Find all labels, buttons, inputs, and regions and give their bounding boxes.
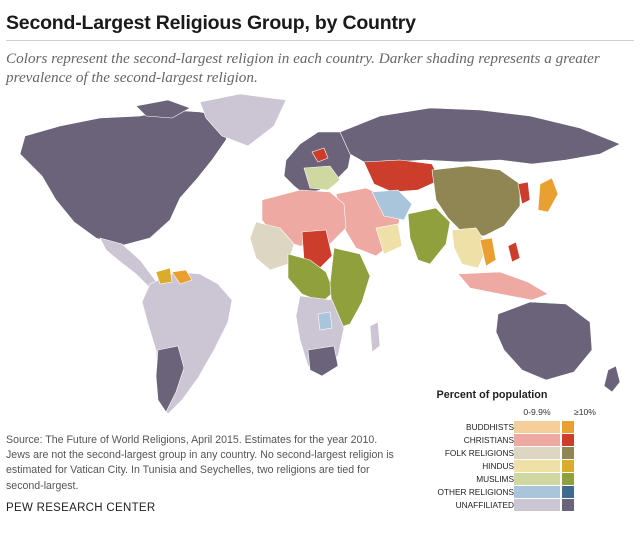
legend-swatch-low — [514, 473, 560, 485]
legend-label: OTHER RELIGIONS — [437, 487, 514, 497]
region-europe-muslim — [303, 165, 341, 191]
legend-swatch-low — [514, 447, 560, 459]
legend-row: BUDDHISTS — [386, 421, 576, 434]
region-australia — [495, 301, 593, 381]
legend-low-header: 0-9.9% — [523, 407, 551, 417]
legend-swatch-low — [514, 486, 560, 498]
legend-label: FOLK RELIGIONS — [444, 448, 514, 458]
legend-row: MUSLIMS — [386, 473, 576, 486]
legend-swatch-low — [514, 499, 560, 511]
legend-row: HINDUS — [386, 460, 576, 473]
region-southern-cone — [155, 345, 185, 413]
legend-swatch-low — [514, 421, 560, 433]
region-madagascar — [369, 321, 381, 353]
region-vietnam — [479, 237, 497, 267]
region-korea — [517, 181, 531, 205]
region-china — [431, 165, 521, 237]
region-other-religions-africa — [317, 311, 333, 331]
region-southeast-asia — [451, 227, 489, 269]
region-guianas — [171, 269, 193, 285]
region-central-asia-christian — [363, 159, 441, 193]
legend-row: CHRISTIANS — [386, 434, 576, 447]
legend-swatch-high — [562, 447, 574, 459]
organization-credit: PEW RESEARCH CENTER — [6, 502, 156, 514]
legend-swatch-high — [562, 486, 574, 498]
world-map — [19, 93, 621, 415]
region-russia — [339, 107, 621, 165]
region-philippines — [507, 241, 521, 263]
legend-row: UNAFFILIATED — [386, 499, 576, 512]
region-south-america — [141, 271, 233, 415]
region-east-africa — [329, 247, 371, 329]
legend-swatch-high — [562, 473, 574, 485]
region-central-america — [99, 237, 159, 289]
legend-label: MUSLIMS — [476, 474, 514, 484]
legend-label: BUDDHISTS — [466, 422, 514, 432]
legend-swatch-low — [514, 434, 560, 446]
legend-swatch-high — [562, 499, 574, 511]
region-japan — [537, 177, 559, 213]
region-iran — [371, 189, 413, 221]
source-note: Source: The Future of World Religions, A… — [6, 434, 394, 492]
region-arctic-islands — [135, 99, 191, 119]
region-indonesia — [457, 271, 549, 301]
chart-subtitle: Colors represent the second-largest reli… — [6, 50, 600, 86]
legend-label: UNAFFILIATED — [455, 500, 514, 510]
legend-label: CHRISTIANS — [463, 435, 514, 445]
legend-swatch-low — [514, 460, 560, 472]
region-arabia-hindu — [375, 223, 403, 255]
chart-title: Second-Largest Religious Group, by Count… — [6, 12, 416, 34]
legend-high-header: ≥10% — [574, 407, 596, 417]
legend-swatch-high — [562, 460, 574, 472]
legend-title: Percent of population — [436, 389, 548, 401]
region-india — [407, 207, 451, 265]
region-west-africa — [249, 221, 295, 271]
region-central-africa — [287, 253, 335, 303]
legend-swatch-high — [562, 421, 574, 433]
legend-row: FOLK RELIGIONS — [386, 447, 576, 460]
region-greenland — [199, 93, 287, 147]
title-divider — [6, 40, 634, 41]
legend-row: OTHER RELIGIONS — [386, 486, 576, 499]
legend-label: HINDUS — [482, 461, 514, 471]
legend-swatch-high — [562, 434, 574, 446]
region-north-america — [19, 109, 233, 247]
region-new-zealand — [603, 365, 621, 393]
region-venezuela — [155, 267, 173, 285]
region-south-africa — [307, 345, 339, 377]
region-europe-christian — [311, 147, 329, 163]
